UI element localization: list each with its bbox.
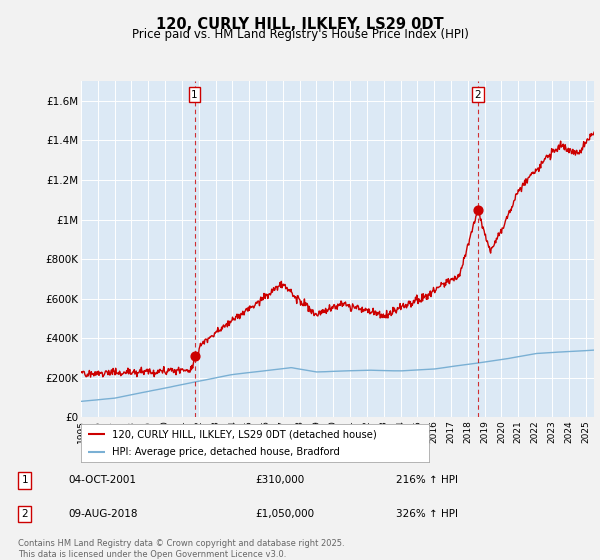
Text: £310,000: £310,000 (255, 475, 304, 486)
Text: 216% ↑ HPI: 216% ↑ HPI (396, 475, 458, 486)
Text: 09-AUG-2018: 09-AUG-2018 (69, 509, 138, 519)
Text: 120, CURLY HILL, ILKLEY, LS29 0DT: 120, CURLY HILL, ILKLEY, LS29 0DT (156, 17, 444, 32)
Text: HPI: Average price, detached house, Bradford: HPI: Average price, detached house, Brad… (112, 447, 340, 457)
Text: Contains HM Land Registry data © Crown copyright and database right 2025.
This d: Contains HM Land Registry data © Crown c… (18, 539, 344, 559)
Text: 1: 1 (191, 90, 198, 100)
Text: 2: 2 (22, 509, 28, 519)
Point (473, 205, 483, 214)
Text: 120, CURLY HILL, ILKLEY, LS29 0DT (detached house): 120, CURLY HILL, ILKLEY, LS29 0DT (detac… (112, 429, 377, 439)
Text: 04-OCT-2001: 04-OCT-2001 (69, 475, 137, 486)
Point (190, 352, 199, 361)
Text: 1: 1 (22, 475, 28, 486)
Text: 326% ↑ HPI: 326% ↑ HPI (396, 509, 458, 519)
Text: Price paid vs. HM Land Registry's House Price Index (HPI): Price paid vs. HM Land Registry's House … (131, 28, 469, 41)
Text: 2: 2 (475, 90, 481, 100)
Text: £1,050,000: £1,050,000 (255, 509, 314, 519)
